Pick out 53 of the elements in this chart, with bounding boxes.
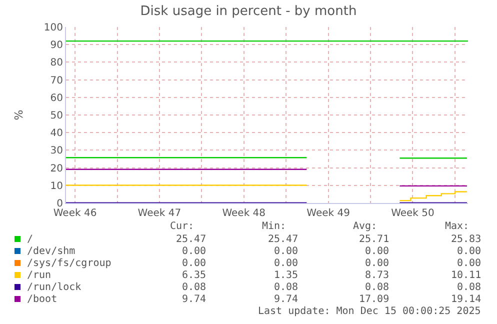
text: 0.00 [457,258,482,269]
text: 0.00 [457,246,482,257]
text: Avg: [353,221,378,232]
text: 25.71 [359,234,390,245]
x-tick-label: Week 49 [306,208,350,219]
legend-label: /run [27,270,52,281]
x-tick-label: Week 50 [391,208,434,219]
text: 9.74 [274,294,298,305]
text: 0.08 [274,282,298,293]
legend-label: /dev/shm [27,246,76,257]
y-tick-label: 60 [50,92,63,104]
y-tick-label: 10 [50,180,63,192]
text: 25.47 [176,234,206,245]
text: Cur: [170,221,194,232]
text: 0.08 [365,282,390,293]
x-tick-label: Week 46 [53,208,97,219]
text: 1.35 [274,270,298,281]
legend-label: /run/lock [27,282,82,293]
y-tick-label: 50 [50,110,63,122]
text: 0.08 [457,282,482,293]
text: 25.47 [268,234,298,245]
chart-title: Disk usage in percent - by month [140,4,357,20]
text: 0.00 [182,246,206,257]
text: 0.00 [182,258,206,269]
text: Max: [445,221,470,232]
text: 10.11 [451,270,482,281]
text: 6.35 [182,270,206,281]
y-tick-label: 90 [50,40,63,52]
legend-label: /boot [27,294,58,305]
y-axis-title: % [12,110,26,120]
x-tick-label: Week 47 [138,208,182,219]
y-tick-label: 70 [50,75,63,86]
text: 8.73 [365,270,390,281]
legend-label: / [27,234,34,245]
text: 19.14 [451,294,482,305]
y-tick-label: 80 [50,58,63,69]
text: 25.83 [451,234,482,245]
text: 17.09 [359,294,390,305]
text: 0.00 [274,246,298,257]
y-tick-label: 100 [44,22,63,34]
text: 0.08 [182,282,206,293]
text: 0.00 [365,258,390,269]
text: Last update: Mon Dec 15 00:00:25 2025 [258,306,481,317]
y-tick-label: 40 [50,128,63,140]
y-tick-label: 20 [50,163,63,174]
text: 0.00 [274,258,298,269]
text: Min: [262,221,286,232]
text: 9.74 [182,294,206,305]
text: 0.00 [365,246,390,257]
y-tick-label: 30 [50,146,63,157]
y-tick-label: 0 [56,198,63,210]
legend-label: /sys/fs/cgroup [27,258,112,269]
x-tick-label: Week 48 [222,208,266,219]
